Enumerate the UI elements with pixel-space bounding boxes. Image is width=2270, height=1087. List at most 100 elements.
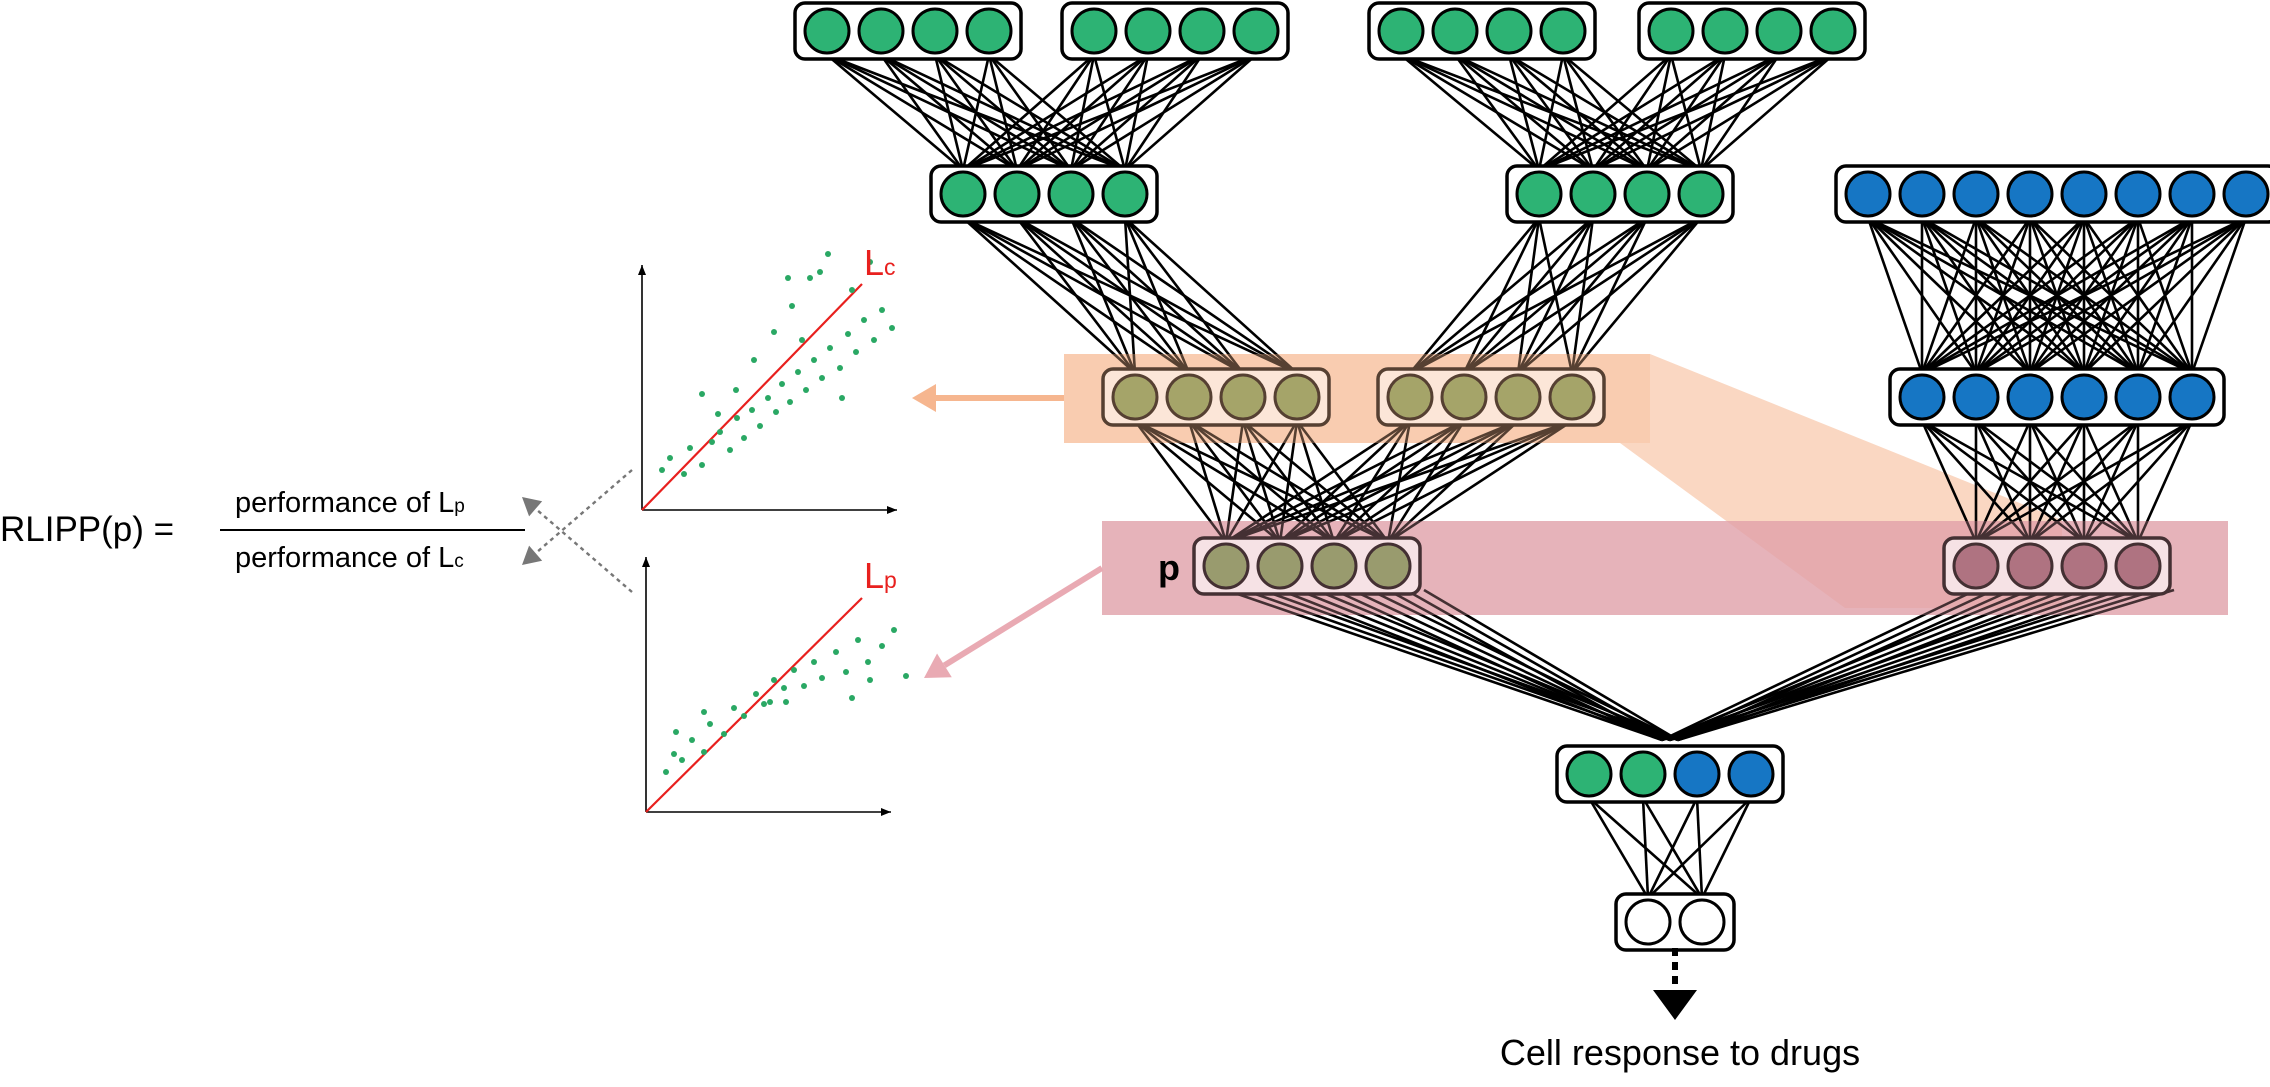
dotted-head [522, 497, 543, 517]
data-point [803, 387, 809, 393]
plot-top [638, 251, 897, 514]
arrows [522, 384, 1697, 1020]
edge [933, 54, 965, 171]
drug-layer-8 [1834, 164, 2270, 224]
parent-overlay [1102, 521, 2228, 615]
top-plot-to-denominator-arrow [522, 469, 633, 565]
subsystem-mid-1-unit [993, 170, 1041, 218]
subsystem-top-2-box [1060, 1, 1290, 61]
edge [1225, 588, 1663, 742]
edge [1224, 420, 1245, 543]
edge [961, 54, 991, 171]
dotted-shaft [534, 469, 633, 555]
subsystem-top-3-unit [1377, 7, 1425, 55]
edge [1920, 217, 2032, 374]
edge [1677, 588, 2175, 742]
data-point [819, 675, 825, 681]
subsystem-mid-2 [1505, 164, 1735, 224]
top-plot-line-label: Lc [864, 242, 896, 283]
drug-layer-8-unit [1952, 170, 2000, 218]
edge [1333, 588, 1663, 742]
edge [1279, 419, 1573, 544]
child-subsystem-1-unit [1219, 373, 1267, 421]
edge [962, 53, 1257, 172]
data-point [855, 637, 861, 643]
data-point [733, 387, 739, 393]
denominator-text: performance of L [235, 542, 454, 574]
subsystem-mid-2-box [1505, 164, 1735, 224]
drug-layer-6-unit [2006, 373, 2054, 421]
subsystem-mid-2-unit [1515, 170, 1563, 218]
child-subsystem-1-unit [1165, 373, 1213, 421]
edge [1866, 217, 1924, 374]
data-point [771, 329, 777, 335]
subsystem-mid-2-unit [1677, 170, 1725, 218]
network-nodes [793, 1, 2270, 952]
node-p-label: p [1158, 547, 1180, 588]
data-point [785, 275, 791, 281]
subsystem-mid-2-unit [1623, 170, 1671, 218]
data-point [731, 705, 737, 711]
data-point [689, 737, 695, 743]
subsystem-top-1-unit [911, 7, 959, 55]
final-layer-unit [1727, 750, 1775, 798]
numerator-sub: p [454, 496, 465, 517]
data-point [807, 275, 813, 281]
numerator-text: performance of L [235, 487, 454, 519]
child-subsystem-2-unit [1494, 373, 1542, 421]
edge [1333, 419, 1573, 544]
data-point [701, 749, 707, 755]
output-arrow [1653, 948, 1697, 1020]
subsystem-top-1-box [793, 1, 1023, 61]
bottom-line-letter: L [864, 555, 884, 596]
edge [1225, 419, 1465, 544]
subsystem-p [1192, 536, 1422, 596]
data-point [751, 357, 757, 363]
edge [1538, 53, 1780, 172]
drug-layer-6-unit [1952, 373, 2000, 421]
edge [1409, 217, 1594, 374]
drug-layer-4 [1942, 536, 2172, 596]
top-line-sub: c [884, 254, 896, 280]
data-point [789, 303, 795, 309]
edge [1400, 54, 1540, 171]
data-point [699, 391, 705, 397]
child-subsystem-1 [1101, 367, 1331, 427]
edge [1538, 54, 1672, 171]
edge [1225, 419, 1411, 544]
edge [1646, 53, 1834, 172]
edge [2190, 217, 2248, 374]
data-point [681, 471, 687, 477]
edge [1538, 53, 1726, 172]
subsystem-mid-1-box [929, 164, 1159, 224]
data-point [867, 259, 873, 265]
denominator-sub: c [454, 551, 464, 572]
subsystem-top-4-unit [1809, 7, 1857, 55]
data-point [837, 365, 843, 371]
edge [1225, 419, 1519, 544]
subsystem-top-2-unit [1178, 7, 1226, 55]
output-layer [1614, 892, 1736, 952]
data-point [734, 415, 740, 421]
drug-layer-6-unit [2060, 373, 2108, 421]
edge [1124, 217, 1298, 374]
edge [2029, 419, 2193, 544]
subsystem-mid-1-unit [1047, 170, 1095, 218]
drug-layer-8-unit [2006, 170, 2054, 218]
arrow-head [912, 384, 936, 412]
drug-layer-8-unit [2060, 170, 2108, 218]
edge [2083, 217, 2247, 374]
edge [1975, 419, 2193, 544]
edge [962, 217, 1136, 374]
edge [962, 54, 1095, 171]
edge [1975, 216, 2247, 375]
scatter-plots [638, 251, 909, 816]
edge [1187, 420, 1228, 543]
edge [1538, 53, 1834, 172]
edge [1279, 588, 1663, 742]
data-point [709, 439, 715, 445]
edge [1133, 420, 1228, 543]
edge [1647, 797, 1752, 899]
data-point [781, 685, 787, 691]
